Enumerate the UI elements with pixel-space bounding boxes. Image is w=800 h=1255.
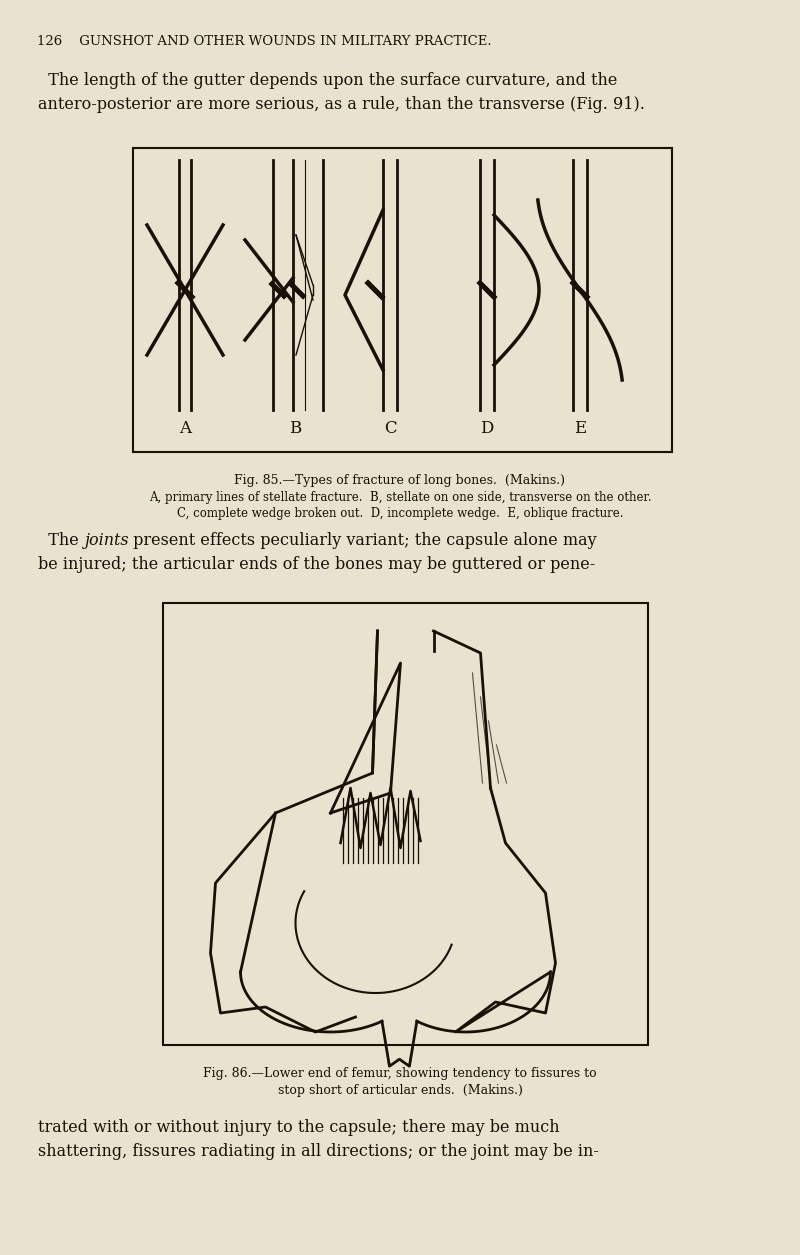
Text: 126    GUNSHOT AND OTHER WOUNDS IN MILITARY PRACTICE.: 126 GUNSHOT AND OTHER WOUNDS IN MILITARY… [37, 35, 492, 48]
Text: Fig. 85.—Types of fracture of long bones.  (Makins.): Fig. 85.—Types of fracture of long bones… [234, 474, 566, 487]
Text: E: E [574, 420, 586, 437]
Text: B: B [289, 420, 301, 437]
Text: present effects peculiarly variant; the capsule alone may: present effects peculiarly variant; the … [128, 532, 597, 548]
Text: be injured; the articular ends of the bones may be guttered or pene-: be injured; the articular ends of the bo… [38, 556, 595, 574]
Text: antero-posterior are more serious, as a rule, than the transverse (Fig. 91).: antero-posterior are more serious, as a … [38, 95, 645, 113]
Text: trated with or without injury to the capsule; there may be much: trated with or without injury to the cap… [38, 1119, 560, 1136]
Text: The: The [38, 532, 84, 548]
Text: stop short of articular ends.  (Makins.): stop short of articular ends. (Makins.) [278, 1084, 522, 1097]
Text: C, complete wedge broken out.  D, incomplete wedge.  E, oblique fracture.: C, complete wedge broken out. D, incompl… [177, 507, 623, 520]
Text: A: A [179, 420, 191, 437]
Text: C: C [384, 420, 396, 437]
Text: Fig. 86.—Lower end of femur, showing tendency to fissures to: Fig. 86.—Lower end of femur, showing ten… [203, 1067, 597, 1081]
Bar [133, 148, 672, 452]
Text: shattering, fissures radiating in all directions; or the joint may be in-: shattering, fissures radiating in all di… [38, 1143, 599, 1160]
Text: A, primary lines of stellate fracture.  B, stellate on one side, transverse on t: A, primary lines of stellate fracture. B… [149, 491, 651, 505]
Text: joints: joints [85, 532, 130, 548]
Text: The length of the gutter depends upon the surface curvature, and the: The length of the gutter depends upon th… [38, 72, 618, 89]
Bar [163, 602, 648, 1045]
Text: D: D [480, 420, 494, 437]
